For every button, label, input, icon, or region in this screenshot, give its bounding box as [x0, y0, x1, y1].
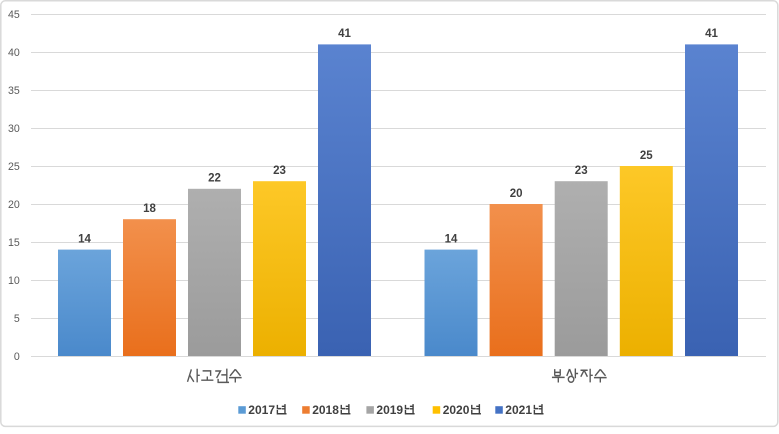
svg-text:30: 30 — [8, 123, 20, 135]
svg-text:45: 45 — [8, 9, 20, 21]
svg-text:41: 41 — [705, 28, 718, 40]
svg-text:23: 23 — [273, 165, 286, 177]
svg-text:25: 25 — [640, 150, 653, 162]
svg-text:2021: 2021 — [505, 403, 532, 417]
svg-text:23: 23 — [575, 165, 588, 177]
svg-text:2017: 2017 — [248, 403, 275, 417]
svg-text:2019: 2019 — [376, 403, 403, 417]
svg-text:14: 14 — [78, 233, 91, 245]
svg-text:41: 41 — [338, 28, 351, 40]
svg-text:2020: 2020 — [443, 403, 470, 417]
svg-text:20: 20 — [510, 188, 523, 200]
svg-text:15: 15 — [8, 237, 20, 249]
svg-text:18: 18 — [143, 203, 156, 215]
svg-text:2018: 2018 — [312, 403, 339, 417]
svg-text:35: 35 — [8, 85, 20, 97]
svg-text:14: 14 — [445, 233, 458, 245]
svg-text:0: 0 — [14, 351, 20, 363]
svg-text:20: 20 — [8, 199, 20, 211]
svg-text:5: 5 — [14, 313, 20, 325]
svg-text:40: 40 — [8, 47, 20, 59]
svg-text:25: 25 — [8, 161, 20, 173]
svg-text:10: 10 — [8, 275, 20, 287]
svg-text:22: 22 — [208, 173, 221, 185]
